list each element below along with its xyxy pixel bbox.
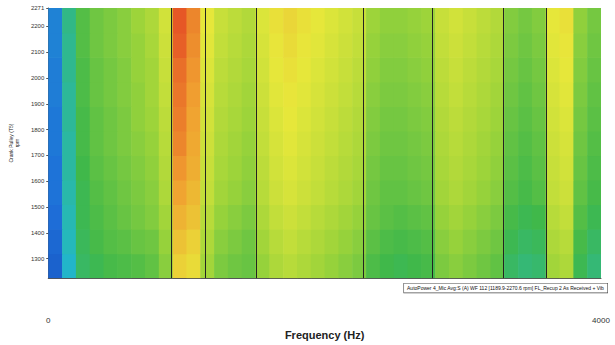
svg-text:2271: 2271 bbox=[31, 5, 45, 11]
svg-text:1500: 1500 bbox=[31, 204, 45, 210]
svg-text:1900: 1900 bbox=[31, 101, 45, 107]
svg-text:Frequency (Hz): Frequency (Hz) bbox=[285, 329, 365, 341]
svg-text:rpm: rpm bbox=[14, 139, 20, 148]
svg-text:0: 0 bbox=[46, 316, 51, 325]
svg-text:1800: 1800 bbox=[31, 127, 45, 133]
svg-text:Crank Pulley (T5): Crank Pulley (T5) bbox=[8, 123, 14, 163]
svg-text:1600: 1600 bbox=[31, 178, 45, 184]
svg-text:4000: 4000 bbox=[592, 316, 610, 325]
svg-text:1300: 1300 bbox=[31, 256, 45, 262]
svg-text:AutoPower 4_Mic Avg:S (A) WF 1: AutoPower 4_Mic Avg:S (A) WF 112 [1189.9… bbox=[407, 285, 604, 291]
svg-text:1400: 1400 bbox=[31, 230, 45, 236]
svg-text:1700: 1700 bbox=[31, 152, 45, 158]
svg-text:2100: 2100 bbox=[31, 49, 45, 55]
svg-text:2200: 2200 bbox=[31, 23, 45, 29]
svg-text:2000: 2000 bbox=[31, 75, 45, 81]
